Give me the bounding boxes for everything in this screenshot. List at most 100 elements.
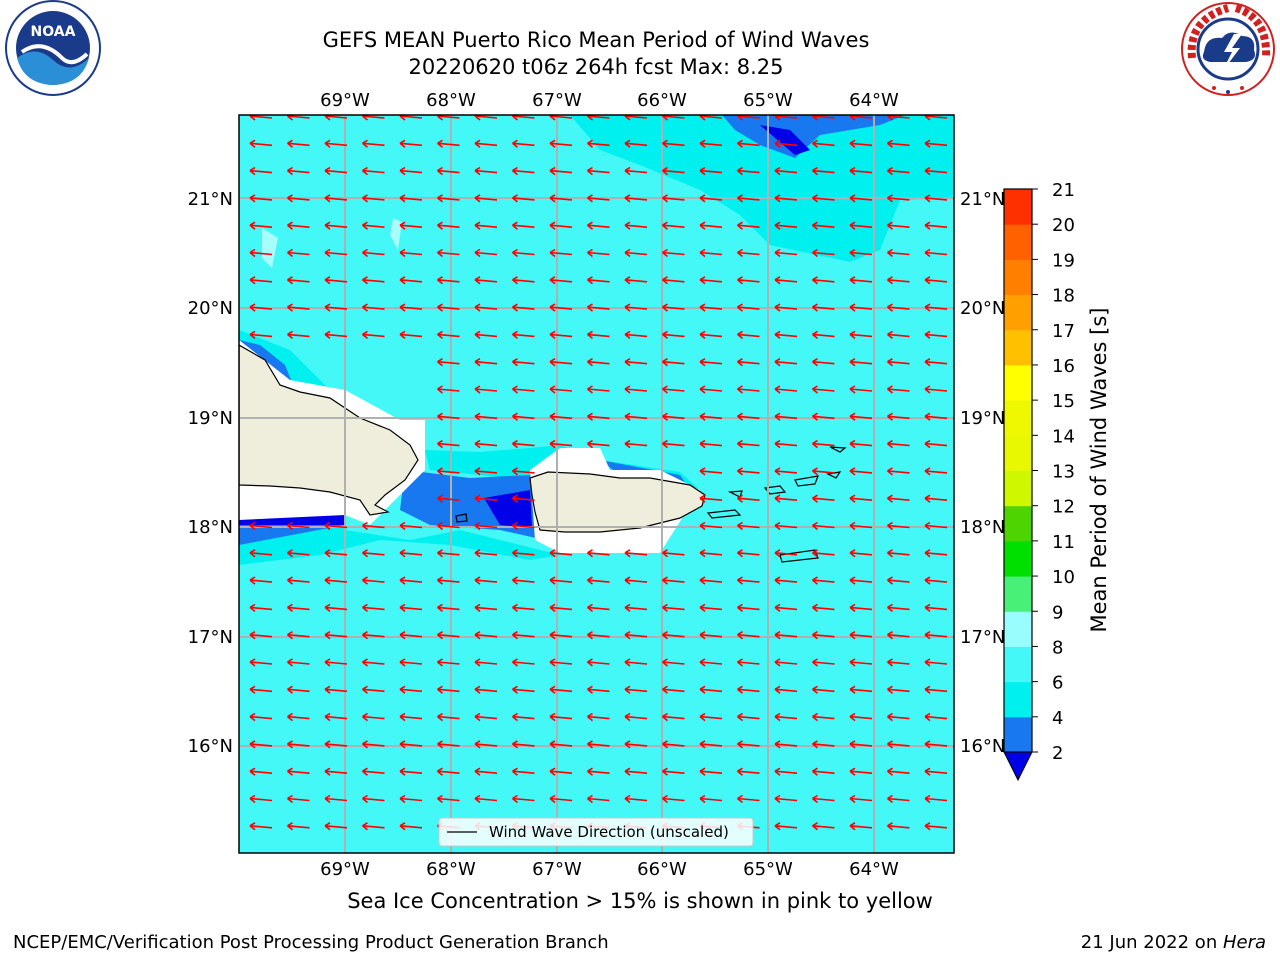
direction-arrow — [887, 794, 910, 804]
direction-arrow — [699, 549, 723, 558]
direction-arrow — [437, 330, 460, 340]
direction-arrow — [812, 794, 835, 804]
direction-arrow — [512, 521, 535, 531]
direction-arrow — [662, 631, 685, 640]
direction-arrow — [437, 303, 460, 312]
direction-arrow — [249, 276, 273, 285]
direction-arrow — [849, 740, 873, 749]
direction-arrow — [474, 576, 498, 585]
colorbar-label: Mean Period of Wind Waves [s] — [1087, 308, 1111, 633]
direction-arrow — [474, 685, 498, 694]
direction-arrow — [737, 248, 760, 258]
direction-arrow — [324, 576, 348, 585]
colorbar-tick-label: 14 — [1052, 426, 1075, 447]
direction-arrow — [587, 549, 610, 558]
direction-arrow — [699, 385, 723, 394]
direction-arrow — [249, 221, 273, 230]
direction-arrow — [812, 439, 835, 449]
direction-arrow — [812, 358, 835, 367]
direction-arrow — [437, 221, 460, 230]
direction-arrow — [549, 385, 573, 394]
direction-arrow — [699, 494, 723, 503]
direction-arrow — [774, 549, 798, 558]
direction-arrow — [624, 576, 648, 585]
direction-arrow — [287, 330, 310, 340]
direction-arrow — [549, 549, 573, 558]
direction-arrow — [287, 221, 310, 230]
direction-arrow — [474, 358, 498, 367]
direction-arrow — [287, 631, 310, 640]
direction-arrow — [849, 631, 873, 640]
direction-arrow — [324, 194, 348, 203]
direction-arrow — [399, 685, 423, 694]
direction-arrow — [812, 521, 835, 531]
direction-arrow — [849, 166, 873, 176]
direction-arrow — [324, 276, 348, 285]
direction-arrow — [699, 467, 723, 476]
direction-arrow — [474, 631, 498, 640]
direction-arrow — [849, 358, 873, 367]
footer-date: 21 Jun 2022 on Hera — [1081, 932, 1266, 953]
direction-arrow — [924, 166, 948, 176]
direction-arrow — [887, 740, 910, 749]
direction-arrow — [887, 603, 910, 613]
lon-label-bottom: 68°W — [426, 859, 476, 880]
direction-arrow — [399, 794, 423, 804]
direction-arrow — [437, 276, 460, 285]
direction-arrow — [287, 603, 310, 613]
lat-label-right: 17°N — [960, 627, 1005, 648]
direction-arrow — [887, 139, 910, 148]
direction-arrow — [624, 221, 648, 230]
direction-arrow — [849, 712, 873, 722]
direction-arrow — [624, 303, 648, 312]
direction-arrow — [474, 521, 498, 531]
direction-arrow — [737, 194, 760, 203]
direction-arrow — [362, 139, 385, 148]
direction-arrow — [399, 740, 423, 749]
direction-arrow — [474, 794, 498, 804]
lon-label-top: 68°W — [426, 90, 476, 111]
direction-arrow — [662, 576, 685, 585]
direction-arrow — [287, 276, 310, 285]
direction-arrow — [737, 467, 760, 476]
direction-arrow — [887, 439, 910, 449]
direction-arrow — [474, 276, 498, 285]
direction-arrow — [812, 603, 835, 613]
direction-arrow — [699, 139, 723, 148]
colorbar — [1003, 188, 1033, 782]
direction-arrow — [624, 248, 648, 258]
direction-arrow — [887, 576, 910, 585]
direction-arrow — [512, 658, 535, 667]
direction-arrow — [587, 603, 610, 613]
map-frame — [238, 114, 955, 854]
direction-arrow — [924, 549, 948, 558]
direction-arrow — [737, 740, 760, 749]
direction-arrow — [849, 685, 873, 694]
direction-arrow — [699, 358, 723, 367]
direction-arrow — [699, 767, 723, 776]
colorbar-segment — [1004, 611, 1032, 647]
direction-arrow — [812, 221, 835, 230]
direction-arrow — [662, 276, 685, 285]
direction-arrow — [287, 576, 310, 585]
direction-arrow — [924, 740, 948, 749]
direction-arrow — [812, 467, 835, 476]
direction-arrow — [324, 166, 348, 176]
footer-date-text: 21 Jun 2022 on — [1080, 932, 1223, 953]
direction-arrow — [849, 385, 873, 394]
direction-arrow — [399, 712, 423, 722]
direction-arrow — [549, 194, 573, 203]
direction-arrow — [774, 412, 798, 421]
colorbar-segment — [1004, 435, 1032, 471]
colorbar-segment — [1004, 224, 1032, 260]
lat-label-right: 21°N — [960, 189, 1005, 210]
direction-arrow — [812, 139, 835, 148]
direction-arrow — [624, 139, 648, 148]
direction-arrow — [587, 221, 610, 230]
direction-arrow — [774, 822, 798, 831]
direction-arrow — [699, 794, 723, 804]
direction-arrow — [699, 603, 723, 613]
direction-arrow — [737, 494, 760, 503]
direction-arrow — [512, 385, 535, 394]
lat-label-left: 19°N — [188, 408, 233, 429]
